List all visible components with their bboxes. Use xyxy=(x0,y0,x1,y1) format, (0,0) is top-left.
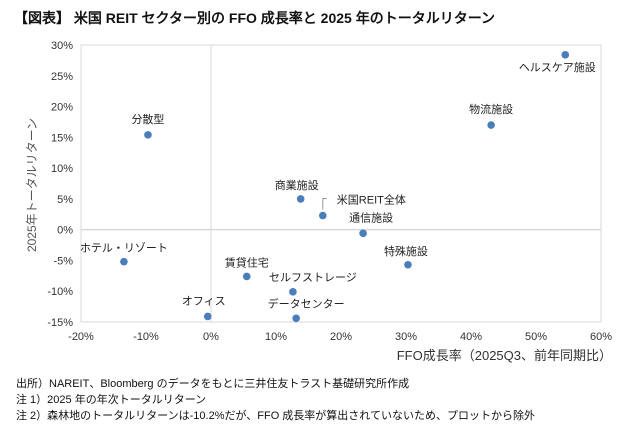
x-tick-label: 30% xyxy=(395,331,417,343)
y-tick-label: -10% xyxy=(47,286,73,298)
data-point xyxy=(120,257,128,266)
data-label: セルフストレージ xyxy=(269,271,357,284)
data-label: ヘルスケア施設 xyxy=(519,60,596,74)
data-point xyxy=(487,121,495,129)
data-point xyxy=(319,211,327,220)
leader-line xyxy=(322,198,327,210)
y-tick-label: 20% xyxy=(51,102,73,114)
data-label: ホテル・リゾート xyxy=(80,242,168,255)
data-point xyxy=(561,51,570,59)
data-point xyxy=(359,229,367,238)
data-point xyxy=(289,288,297,296)
x-tick-label: 50% xyxy=(525,331,547,343)
x-tick-label: -10% xyxy=(133,331,159,343)
x-tick-label: 40% xyxy=(460,331,482,343)
data-label: データセンター xyxy=(268,296,345,310)
x-tick-label: 0% xyxy=(203,331,219,343)
x-axis-label: FFO成長率（2025Q3、前年同期比） xyxy=(397,348,612,363)
y-tick-label: 30% xyxy=(51,40,73,52)
y-tick-label: 10% xyxy=(51,163,73,175)
data-point xyxy=(404,260,412,269)
data-label: 商業施設 xyxy=(275,178,319,192)
data-label: 物流施設 xyxy=(469,102,513,116)
data-point xyxy=(296,195,305,203)
data-label: 通信施設 xyxy=(349,210,393,224)
y-tick-label: 0% xyxy=(57,225,73,237)
x-tick-label: 20% xyxy=(330,331,352,343)
data-label: 賃貸住宅 xyxy=(225,255,269,269)
y-tick-label: -5% xyxy=(53,255,73,267)
x-tick-label: 10% xyxy=(265,331,287,343)
data-point xyxy=(144,131,152,139)
y-tick-label: 25% xyxy=(51,71,73,83)
data-point xyxy=(242,272,251,281)
note-2: 注 2）森林地のトータルリターンは-10.2%だが、FFO 成長率が算出されてい… xyxy=(16,410,535,422)
chart-title: 【図表】 米国 REIT セクター別の FFO 成長率と 2025 年のトータル… xyxy=(14,10,495,26)
y-tick-label: -15% xyxy=(47,317,73,329)
note-1: 注 1）2025 年の年次トータルリターン xyxy=(16,394,207,406)
data-label: オフィス xyxy=(182,294,226,307)
data-label: 分散型 xyxy=(131,112,164,126)
data-label: 特殊施設 xyxy=(384,244,428,258)
source-note: 出所）NAREIT、Bloomberg のデータをもとに三井住友トラスト基礎研究… xyxy=(16,378,410,390)
x-tick-label: 60% xyxy=(590,331,612,343)
y-tick-label: 15% xyxy=(51,132,73,144)
data-label: 米国REIT全体 xyxy=(337,193,406,207)
plot-area xyxy=(80,44,602,323)
y-axis-label: 2025年トータルリターン xyxy=(25,118,39,252)
data-point xyxy=(292,314,300,323)
x-tick-label: -20% xyxy=(68,331,94,343)
y-tick-label: 5% xyxy=(57,194,73,206)
data-point xyxy=(203,312,212,321)
